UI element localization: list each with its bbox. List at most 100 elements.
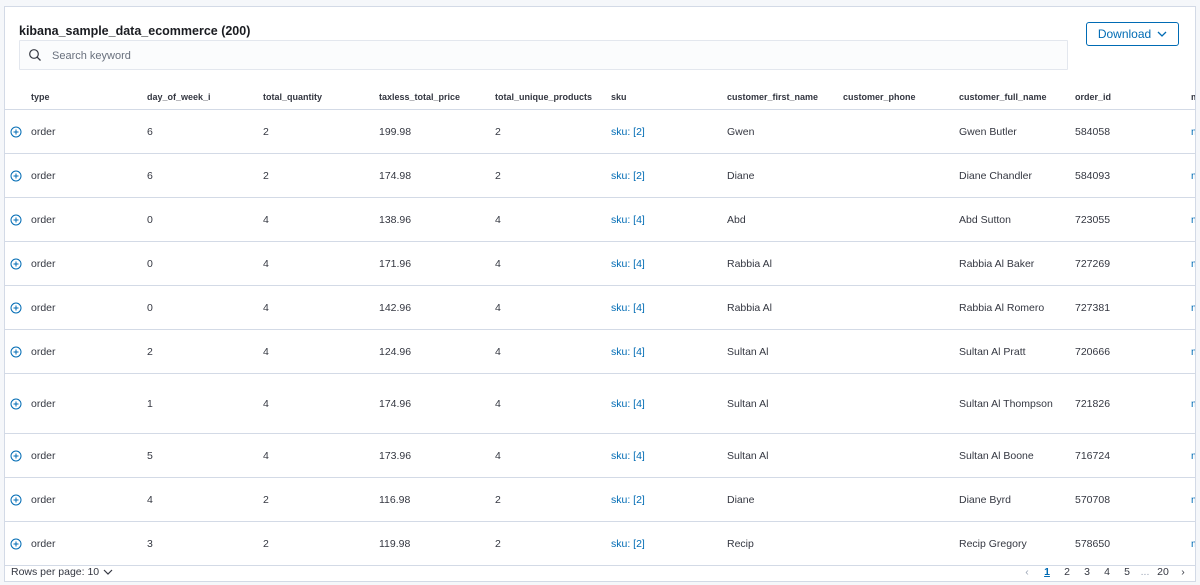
- data-table: type day_of_week_i total_quantity taxless_t…: [5, 85, 1195, 566]
- cell-m[interactable]: m: [1183, 477, 1195, 522]
- download-button-label: Download: [1097, 27, 1152, 41]
- column-header-taxless-total-price[interactable]: taxless_total_price: [371, 85, 487, 110]
- column-header-total-unique-products[interactable]: total_unique_products: [487, 85, 603, 110]
- page-link-1[interactable]: 1: [1044, 566, 1050, 578]
- cell-day-of-week-i: 0: [139, 197, 255, 242]
- column-header-customer-full-name[interactable]: customer_full_name: [951, 85, 1067, 110]
- cell-taxless-total-price: 173.96: [371, 433, 487, 478]
- pagination-ellipsis: ...: [1140, 566, 1150, 578]
- cell-order-id: 584058: [1067, 109, 1183, 154]
- page-link-3[interactable]: 3: [1084, 566, 1090, 578]
- cell-sku[interactable]: sku: [4]: [603, 433, 719, 478]
- cell-sku[interactable]: sku: [2]: [603, 521, 719, 566]
- cell-total-unique-products: 2: [487, 153, 603, 198]
- expand-cell: [5, 109, 23, 154]
- cell-sku[interactable]: sku: [4]: [603, 329, 719, 374]
- cell-m[interactable]: m: [1183, 241, 1195, 286]
- cell-type: order: [23, 433, 139, 478]
- expand-row-icon[interactable]: [10, 450, 22, 462]
- expand-cell: [5, 433, 23, 478]
- cell-m[interactable]: m: [1183, 373, 1195, 434]
- download-button[interactable]: Download: [1086, 22, 1179, 46]
- cell-sku[interactable]: sku: [4]: [603, 197, 719, 242]
- cell-total-quantity: 2: [255, 521, 371, 566]
- cell-order-id: 721826: [1067, 373, 1183, 434]
- cell-total-quantity: 4: [255, 373, 371, 434]
- cell-m[interactable]: m: [1183, 153, 1195, 198]
- cell-customer-full-name: Recip Gregory: [951, 521, 1067, 566]
- cell-customer-phone: [835, 329, 951, 374]
- cell-sku[interactable]: sku: [4]: [603, 241, 719, 286]
- page-link-4[interactable]: 4: [1104, 566, 1110, 578]
- page-link-5[interactable]: 5: [1124, 566, 1130, 578]
- cell-m[interactable]: m: [1183, 109, 1195, 154]
- cell-customer-phone: [835, 373, 951, 434]
- column-header-m[interactable]: m: [1183, 85, 1195, 110]
- table-body: order 6 2 199.98 2 sku: [2] Gwen Gwen Butler 584…: [5, 109, 1195, 566]
- page-link-2[interactable]: 2: [1064, 566, 1070, 578]
- column-header-customer-phone[interactable]: customer_phone: [835, 85, 951, 110]
- cell-sku[interactable]: sku: [2]: [603, 109, 719, 154]
- expand-cell: [5, 285, 23, 330]
- cell-customer-phone: [835, 433, 951, 478]
- cell-m[interactable]: m: [1183, 197, 1195, 242]
- cell-m[interactable]: m: [1183, 329, 1195, 374]
- expand-cell: [5, 241, 23, 286]
- cell-day-of-week-i: 5: [139, 433, 255, 478]
- column-header-type[interactable]: type: [23, 85, 139, 110]
- column-header-customer-first-name[interactable]: customer_first_name: [719, 85, 835, 110]
- cell-customer-first-name: Diane: [719, 153, 835, 198]
- cell-order-id: 727269: [1067, 241, 1183, 286]
- cell-customer-first-name: Sultan Al: [719, 433, 835, 478]
- cell-day-of-week-i: 0: [139, 241, 255, 286]
- expand-row-icon[interactable]: [10, 258, 22, 270]
- arrow-right-icon[interactable]: ›: [1181, 566, 1185, 578]
- cell-total-unique-products: 2: [487, 521, 603, 566]
- column-header-total-quantity[interactable]: total_quantity: [255, 85, 371, 110]
- cell-sku[interactable]: sku: [4]: [603, 285, 719, 330]
- cell-m[interactable]: m: [1183, 285, 1195, 330]
- cell-type: order: [23, 373, 139, 434]
- cell-sku[interactable]: sku: [4]: [603, 373, 719, 434]
- expand-row-icon[interactable]: [10, 346, 22, 358]
- cell-total-quantity: 2: [255, 153, 371, 198]
- expand-row-icon[interactable]: [10, 170, 22, 182]
- table-row: order 0 4 171.96 4 sku: [4] Rabbia Al Rabbia Al…: [5, 241, 1195, 286]
- cell-customer-phone: [835, 197, 951, 242]
- search-box[interactable]: [19, 40, 1068, 71]
- table-row: order 5 4 173.96 4 sku: [4] Sultan Al Sultan Al…: [5, 433, 1195, 478]
- cell-m[interactable]: m: [1183, 521, 1195, 566]
- cell-type: order: [23, 241, 139, 286]
- cell-total-quantity: 2: [255, 477, 371, 522]
- expand-row-icon[interactable]: [10, 214, 22, 226]
- table-row: order 2 4 124.96 4 sku: [4] Sultan Al Sultan Al…: [5, 329, 1195, 374]
- expand-cell: [5, 153, 23, 198]
- column-header-day-of-week-i[interactable]: day_of_week_i: [139, 85, 255, 110]
- expand-cell: [5, 329, 23, 374]
- cell-taxless-total-price: 116.98: [371, 477, 487, 522]
- page-link-last[interactable]: 20: [1157, 566, 1169, 578]
- cell-total-unique-products: 4: [487, 373, 603, 434]
- cell-m[interactable]: m: [1183, 433, 1195, 478]
- expand-row-icon[interactable]: [10, 538, 22, 550]
- arrow-left-icon[interactable]: ‹: [1025, 566, 1029, 578]
- column-header-sku[interactable]: sku: [603, 85, 719, 110]
- cell-type: order: [23, 153, 139, 198]
- expand-row-icon[interactable]: [10, 302, 22, 314]
- cell-sku[interactable]: sku: [2]: [603, 153, 719, 198]
- cell-total-unique-products: 4: [487, 329, 603, 374]
- rows-per-page-selector[interactable]: Rows per page: 10: [11, 566, 113, 578]
- column-header-order-id[interactable]: order_id: [1067, 85, 1183, 110]
- cell-customer-first-name: Sultan Al: [719, 373, 835, 434]
- expand-row-icon[interactable]: [10, 398, 22, 410]
- cell-taxless-total-price: 142.96: [371, 285, 487, 330]
- search-input[interactable]: [50, 41, 1054, 71]
- expand-row-icon[interactable]: [10, 126, 22, 138]
- expand-row-icon[interactable]: [10, 494, 22, 506]
- cell-day-of-week-i: 0: [139, 285, 255, 330]
- expand-column-header: [5, 85, 23, 110]
- table-container: type day_of_week_i total_quantity taxless_t…: [5, 85, 1195, 566]
- cell-order-id: 570708: [1067, 477, 1183, 522]
- cell-sku[interactable]: sku: [2]: [603, 477, 719, 522]
- cell-order-id: 716724: [1067, 433, 1183, 478]
